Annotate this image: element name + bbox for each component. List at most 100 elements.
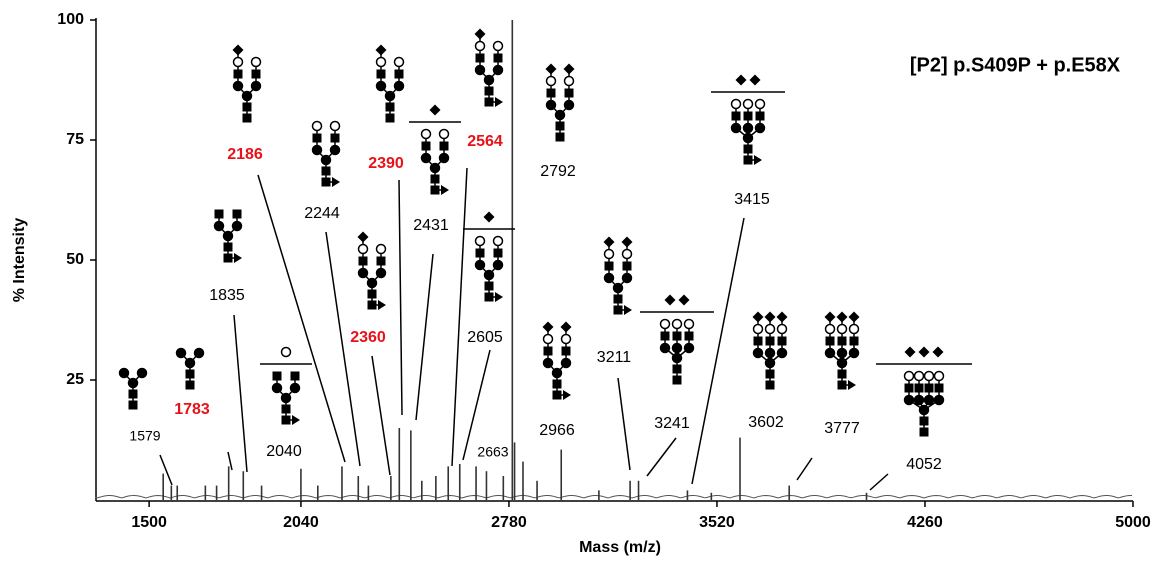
glycan-circle bbox=[836, 347, 848, 359]
baseline-noise bbox=[95, 494, 1133, 499]
glycan-circle bbox=[420, 128, 432, 140]
glycan-circle bbox=[375, 243, 387, 255]
glycan-square bbox=[312, 133, 322, 143]
glycan bbox=[409, 104, 461, 195]
glycan-fucose bbox=[848, 380, 856, 390]
glycan-circle bbox=[250, 80, 262, 92]
glycan-square bbox=[613, 305, 623, 315]
glycan-square bbox=[185, 380, 195, 390]
x-tick-label: 5000 bbox=[1115, 514, 1151, 531]
leader-line bbox=[462, 349, 491, 461]
glycan-square bbox=[552, 379, 562, 389]
glycan-circle bbox=[918, 404, 930, 416]
glycan-circle bbox=[289, 382, 301, 394]
peak-label: 2431 bbox=[413, 217, 449, 234]
glycan-circle bbox=[554, 109, 566, 121]
glycan-square bbox=[475, 248, 485, 258]
peak-label: 3777 bbox=[824, 420, 860, 437]
glycan-square bbox=[367, 289, 377, 299]
glycan-diamond bbox=[429, 104, 441, 116]
glycan-circle bbox=[824, 347, 836, 359]
leader-line bbox=[646, 437, 677, 477]
glycan-square bbox=[385, 113, 395, 123]
glycan-circle bbox=[923, 370, 935, 382]
glycan-square bbox=[321, 177, 331, 187]
glycan-circle bbox=[671, 318, 683, 330]
glycan-square bbox=[493, 248, 503, 258]
glycan-square bbox=[904, 383, 914, 393]
glycan bbox=[213, 209, 243, 263]
leader-line bbox=[617, 377, 631, 471]
glycan bbox=[175, 347, 205, 390]
glycan-circle bbox=[184, 357, 196, 369]
glycan-circle bbox=[474, 40, 486, 52]
glycan-diamond bbox=[664, 294, 676, 306]
glycan-square bbox=[919, 416, 929, 426]
glycan-fucose bbox=[441, 185, 449, 195]
glycan bbox=[603, 236, 633, 315]
leader-line bbox=[233, 314, 248, 473]
glycan-circle bbox=[231, 220, 243, 232]
glycan bbox=[640, 294, 714, 385]
glycan-square bbox=[837, 369, 847, 379]
glycan-square bbox=[242, 102, 252, 112]
glycan-diamond bbox=[776, 311, 788, 323]
glycan-circle bbox=[671, 352, 683, 364]
glycan-circle bbox=[357, 267, 369, 279]
glycan-square bbox=[233, 69, 243, 79]
glycan-circle bbox=[175, 347, 187, 359]
glycan-circle bbox=[545, 75, 557, 87]
glycan-square bbox=[376, 256, 386, 266]
peak-label: 2040 bbox=[266, 443, 302, 460]
glycan bbox=[463, 211, 515, 302]
peak-label: 2360 bbox=[350, 329, 386, 346]
leader-line bbox=[869, 473, 889, 491]
glycan-circle bbox=[375, 80, 387, 92]
glycan-circle bbox=[474, 235, 486, 247]
y-axis-label: % Intensity bbox=[11, 218, 28, 303]
glycan bbox=[545, 63, 575, 142]
glycan-circle bbox=[366, 277, 378, 289]
glycan-circle bbox=[545, 99, 557, 111]
glycan-square bbox=[281, 415, 291, 425]
glycan-square bbox=[214, 209, 224, 219]
glycan-square bbox=[765, 336, 775, 346]
leader-line bbox=[691, 217, 745, 485]
glycan-square bbox=[765, 369, 775, 379]
glycan-circle bbox=[923, 394, 935, 406]
glycan-diamond bbox=[735, 74, 747, 86]
glycan-circle bbox=[903, 370, 915, 382]
glycan-circle bbox=[222, 230, 234, 242]
glycan-square bbox=[128, 400, 138, 410]
glycan-circle bbox=[754, 122, 766, 134]
leader-line bbox=[227, 451, 233, 471]
glycan bbox=[876, 346, 972, 437]
glycan-circle bbox=[271, 382, 283, 394]
glycan-circle bbox=[560, 357, 572, 369]
glycan-circle bbox=[250, 56, 262, 68]
glycan-circle bbox=[754, 98, 766, 110]
glycan-fucose bbox=[495, 97, 503, 107]
glycan-circle bbox=[492, 40, 504, 52]
glycan-square bbox=[475, 53, 485, 63]
glycan-circle bbox=[848, 347, 860, 359]
glycan-circle bbox=[933, 370, 945, 382]
glycan-diamond bbox=[545, 63, 557, 75]
glycan-square bbox=[232, 209, 242, 219]
glycan-circle bbox=[474, 259, 486, 271]
glycan-diamond bbox=[824, 311, 836, 323]
glycan-fucose bbox=[292, 415, 300, 425]
glycan-circle bbox=[280, 346, 292, 358]
glycan-square bbox=[484, 97, 494, 107]
glycan-diamond bbox=[483, 211, 495, 223]
glycan-circle bbox=[393, 56, 405, 68]
glycan bbox=[752, 311, 788, 390]
glycan-circle bbox=[742, 122, 754, 134]
glycan-circle bbox=[375, 56, 387, 68]
glycan-diamond bbox=[764, 311, 776, 323]
glycan-circle bbox=[492, 259, 504, 271]
glycan-diamond bbox=[932, 346, 944, 358]
y-tick-label: 25 bbox=[66, 371, 84, 388]
glycan-diamond bbox=[678, 294, 690, 306]
